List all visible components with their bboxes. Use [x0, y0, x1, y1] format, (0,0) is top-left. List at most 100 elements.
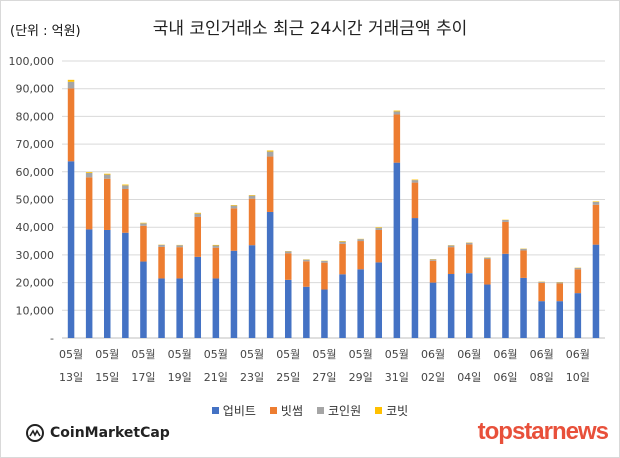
- bar-segment: [248, 198, 256, 246]
- bar-segment: [574, 293, 582, 338]
- bar-segment: [447, 247, 455, 275]
- bar-segment: [103, 173, 111, 175]
- bar-segment: [393, 110, 401, 112]
- bar-segment: [556, 301, 564, 338]
- bar-segment: [393, 111, 401, 115]
- x-tick-label-day: 27일: [312, 370, 336, 384]
- y-tick-label: 100,000: [9, 55, 55, 68]
- bar-segment: [140, 223, 147, 226]
- bar-segment: [230, 205, 238, 209]
- bar-segment: [103, 174, 111, 179]
- bar-segment: [538, 281, 545, 283]
- legend-label: 코빗: [386, 404, 409, 418]
- bar-segment: [447, 274, 455, 338]
- x-tick-label-month: 05월: [240, 348, 264, 361]
- bar-segment: [122, 188, 129, 233]
- bar-segment: [284, 253, 292, 280]
- x-tick-label-month: 06월: [493, 348, 517, 361]
- bar-segment: [520, 250, 527, 278]
- bar-segment: [447, 245, 455, 248]
- bar-segment: [85, 229, 93, 338]
- x-tick-label-day: 13일: [59, 370, 83, 384]
- bar-segment: [284, 251, 292, 254]
- x-tick-label-month: 06월: [421, 348, 445, 361]
- x-tick-label-month: 05월: [385, 348, 409, 361]
- y-tick-label: 50,000: [16, 194, 55, 207]
- bar-segment: [67, 88, 75, 162]
- legend-label: 빗썸: [280, 404, 303, 418]
- bar-segment: [321, 289, 328, 338]
- bar-segment: [592, 204, 600, 245]
- coinmarketcap-logo: CoinMarketCap: [26, 424, 170, 442]
- bar-segment: [266, 211, 274, 338]
- bar-segment: [212, 244, 220, 246]
- bar-segment: [375, 229, 383, 263]
- bar-segment: [465, 242, 473, 245]
- x-tick-label-day: 31일: [385, 370, 409, 384]
- bar-segment: [248, 245, 256, 338]
- chart-title: 국내 코인거래소 최근 24시간 거래금액 추이: [152, 19, 468, 39]
- bar-segment: [339, 241, 346, 242]
- bar-segment: [194, 212, 202, 214]
- bar-segment: [266, 150, 274, 152]
- y-tick-label: 90,000: [16, 83, 55, 96]
- x-tick-label-day: 29일: [349, 370, 373, 384]
- x-tick-label-day: 17일: [131, 370, 155, 384]
- x-tick-label-day: 23일: [240, 370, 264, 384]
- bar-segment: [429, 282, 437, 338]
- bar-segment: [230, 250, 238, 338]
- bar-segment: [284, 279, 292, 338]
- bar-segment: [176, 247, 183, 279]
- bar-segment: [85, 172, 93, 178]
- bar-segment: [411, 179, 419, 181]
- bar-segment: [85, 177, 93, 230]
- bar-segment: [411, 182, 419, 219]
- bar-segment: [230, 205, 238, 206]
- bar-segment: [194, 216, 202, 257]
- x-tick-label-month: 05월: [131, 348, 155, 361]
- bar-segment: [429, 259, 437, 261]
- bar-segment: [176, 245, 183, 248]
- bar-segment: [67, 81, 75, 89]
- legend-item: 빗썸: [269, 402, 303, 419]
- bar-segment: [140, 222, 147, 224]
- legend-item: 코빗: [375, 402, 408, 419]
- x-tick-label-month: 06월: [530, 348, 554, 361]
- bar-segment: [411, 218, 419, 338]
- bar-segment: [266, 156, 274, 212]
- y-tick-label: 20,000: [16, 277, 55, 290]
- bar-segment: [122, 185, 129, 189]
- bar-chart: - 10,000 20,000 30,000 40,000 50,000 60,000 70,…: [9, 55, 605, 384]
- x-tick-label-month: 05월: [276, 348, 300, 361]
- x-tick-label-day: 02일: [421, 370, 445, 384]
- bar-segment: [465, 273, 473, 338]
- x-tick-label-month: 05월: [349, 348, 373, 361]
- bar-segment: [393, 162, 401, 338]
- legend-swatch: [269, 407, 277, 414]
- bar-segment: [375, 227, 383, 230]
- bar-segment: [158, 244, 165, 247]
- bar-segment: [574, 267, 582, 270]
- bar-segment: [375, 262, 383, 338]
- bar-segment: [465, 244, 473, 274]
- y-tick-label: -: [50, 332, 54, 345]
- bar-segment: [321, 260, 328, 263]
- bar-segment: [303, 261, 310, 287]
- bar-segment: [484, 259, 491, 285]
- topstarnews-logo: topstarnews: [477, 418, 609, 445]
- bar-segment: [502, 253, 509, 338]
- bar-segment: [357, 239, 364, 242]
- bar-segment: [212, 245, 220, 248]
- bar-segment: [502, 221, 509, 254]
- bar-segment: [103, 178, 111, 230]
- bar-segment: [357, 241, 364, 270]
- bar-segment: [103, 229, 111, 338]
- bar-segment: [230, 208, 238, 251]
- bar-segment: [484, 284, 491, 338]
- bar-segment: [194, 213, 202, 217]
- x-tick-label-day: 25일: [276, 370, 300, 384]
- bar-segment: [375, 227, 383, 228]
- x-tick-label-day: 15일: [95, 370, 119, 384]
- y-tick-label: 30,000: [16, 249, 55, 262]
- bar-segment: [212, 247, 220, 279]
